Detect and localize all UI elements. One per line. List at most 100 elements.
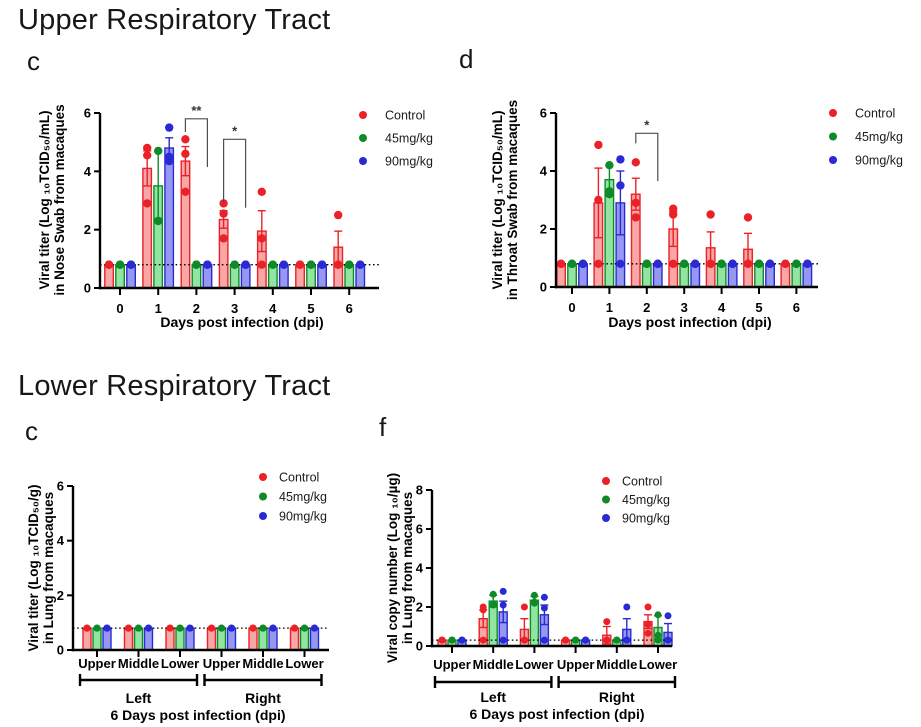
data-point xyxy=(582,636,590,644)
data-points xyxy=(104,123,365,269)
data-point xyxy=(631,158,640,167)
panel-letter-lung-titer: c xyxy=(25,416,38,446)
legend-label: 90mg/kg xyxy=(622,512,670,526)
data-point xyxy=(556,259,566,268)
bar xyxy=(529,599,540,647)
data-point xyxy=(680,259,689,268)
x-tick-label: Middle xyxy=(242,656,283,671)
legend-label: 45mg/kg xyxy=(279,490,327,504)
y-axis-label-line2: in Nose Swab from macaques xyxy=(52,104,67,295)
data-point xyxy=(268,260,277,269)
data-point xyxy=(126,260,136,269)
legend-dot-45mg/kg xyxy=(829,132,837,141)
data-point xyxy=(334,210,343,220)
x-tick-label: 0 xyxy=(568,300,575,315)
data-point xyxy=(479,636,487,644)
data-point xyxy=(613,636,621,644)
section-title-upper-respiratory-tract: Upper Respiratory Tract xyxy=(18,4,331,36)
y-tick-label: 0 xyxy=(84,281,91,296)
y-axis-label-line1: Viral titer (Log ₁₀TCID₅₀/mL) xyxy=(490,111,505,290)
legend: Control 45mg/kg 90mg/kg xyxy=(602,475,670,526)
legend-label: 45mg/kg xyxy=(855,130,903,144)
y-tick-label: 2 xyxy=(57,588,64,603)
y-tick-label: 2 xyxy=(84,222,91,237)
data-point xyxy=(143,151,152,160)
x-tick-label: 6 xyxy=(346,301,353,316)
group-label: Right xyxy=(245,690,281,706)
legend-label: 45mg/kg xyxy=(622,493,670,507)
x-tick-label: Lower xyxy=(639,657,677,672)
data-point xyxy=(143,143,152,153)
significance-label: * xyxy=(232,123,238,138)
data-point xyxy=(230,260,239,269)
bar xyxy=(180,160,191,289)
x-axis-label: 6 Days post infection (dpi) xyxy=(110,707,285,723)
data-point xyxy=(594,259,603,268)
significance-bracket xyxy=(184,118,208,167)
data-point xyxy=(176,624,184,632)
group-label: Left xyxy=(480,689,506,705)
data-point xyxy=(228,624,235,632)
x-axis-label: Days post infection (dpi) xyxy=(160,314,323,330)
data-point xyxy=(356,260,365,269)
panel-letter-throat-swab: d xyxy=(459,44,474,74)
data-point xyxy=(616,155,625,164)
data-point xyxy=(166,624,174,632)
data-point xyxy=(301,624,308,632)
data-point xyxy=(93,624,101,632)
y-tick-label: 6 xyxy=(57,479,64,494)
y-axis-label-line2: in Throat Swab from macaques xyxy=(505,100,520,300)
data-point xyxy=(616,181,625,190)
y-tick-label: 4 xyxy=(57,533,65,548)
data-point xyxy=(540,636,548,644)
data-point xyxy=(438,636,446,644)
data-point xyxy=(165,156,174,166)
data-point xyxy=(754,259,764,268)
data-point xyxy=(203,260,212,269)
y-axis-label-line2: in Lung from macaques xyxy=(41,492,56,644)
legend: Control 45mg/kg 90mg/kg xyxy=(259,471,327,524)
legend-label: 90mg/kg xyxy=(279,510,327,524)
data-point xyxy=(728,259,737,268)
data-point xyxy=(654,636,662,644)
bars xyxy=(82,627,320,651)
data-point xyxy=(103,624,111,632)
legend-label: Control xyxy=(855,107,895,121)
data-point xyxy=(154,146,163,156)
y-axis-label: Viral titer (Log ₁₀TCID₅₀/mL) in Throat S… xyxy=(490,100,520,300)
x-tick-label: Upper xyxy=(433,657,471,672)
legend-dot-45mg/kg xyxy=(602,495,610,504)
data-point xyxy=(572,636,580,644)
data-point xyxy=(530,599,538,607)
legend-dot-90mg/kg xyxy=(602,514,610,522)
section-title-lower-respiratory-tract: Lower Respiratory Tract xyxy=(18,370,331,402)
y-axis-label: Viral copy number (Log ₁₀/µg) in Lung fro… xyxy=(385,473,415,663)
group-label: Left xyxy=(126,690,152,706)
chart-throat-swab: 0 2 4 6 0 1 2 3 4 5 6 Viral titer (Log ₁₀TCID₅₀/mL)… xyxy=(490,100,903,330)
bar xyxy=(218,218,229,289)
data-point xyxy=(311,624,318,632)
data-point xyxy=(115,260,125,269)
x-tick-label: Middle xyxy=(118,656,159,671)
significance-bracket xyxy=(223,138,247,208)
data-point xyxy=(717,259,726,268)
data-point xyxy=(631,198,640,208)
data-point xyxy=(540,604,548,612)
y-axis-label-line2: in Lung from macaques xyxy=(400,492,415,644)
data-point xyxy=(520,636,528,644)
data-point xyxy=(603,636,611,644)
data-point xyxy=(520,603,528,611)
data-point xyxy=(181,149,190,158)
data-point xyxy=(631,213,640,222)
data-point xyxy=(295,260,305,269)
data-point xyxy=(669,259,678,268)
y-axis-label: Viral titer (Log ₁₀TCID₅₀/mL) in Nose Swa… xyxy=(37,104,67,295)
y-tick-label: 0 xyxy=(416,639,423,654)
data-points xyxy=(556,140,812,268)
x-tick-label: 6 xyxy=(793,300,800,315)
panel-letter-lung-copy-number: f xyxy=(379,412,387,442)
x-tick-label: 1 xyxy=(606,300,613,315)
data-point xyxy=(345,260,354,269)
